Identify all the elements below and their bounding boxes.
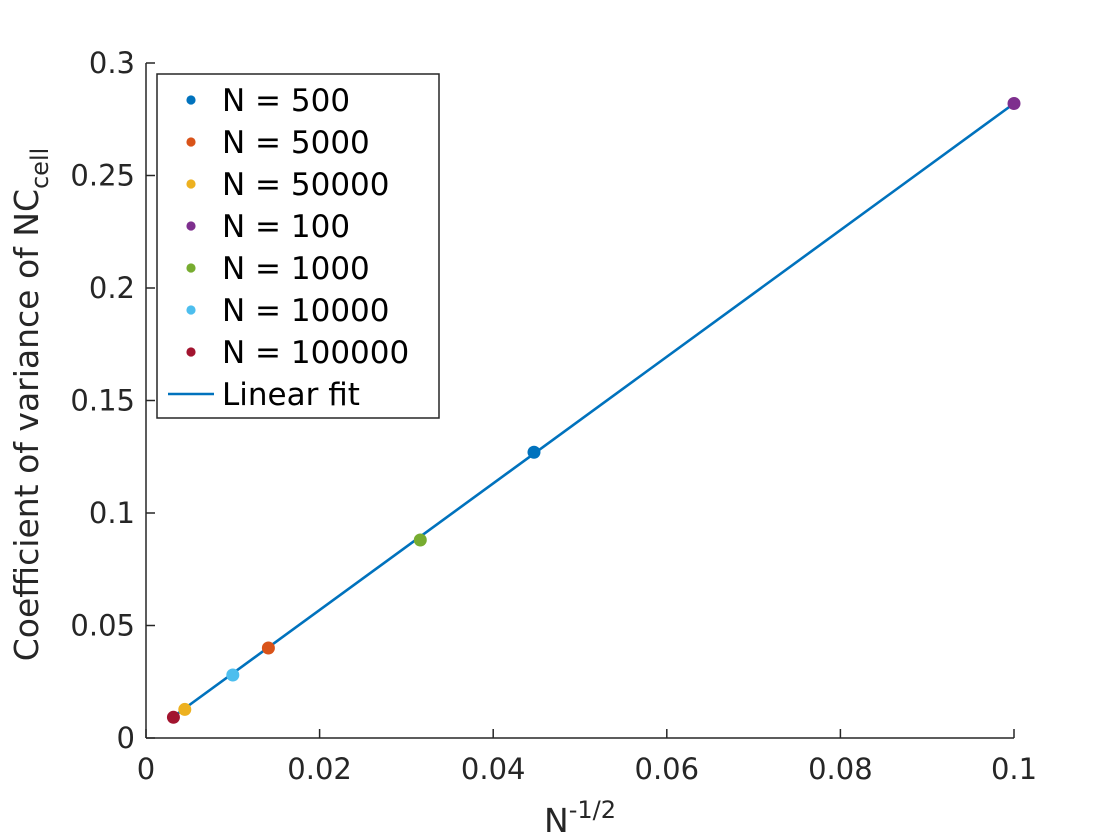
y-tick-label: 0.25 — [70, 159, 135, 193]
x-axis-title-superscript: -1/2 — [569, 796, 616, 824]
legend-label: N = 1000 — [222, 251, 370, 287]
x-tick-label: 0.08 — [808, 752, 873, 786]
x-tick-label: 0.04 — [461, 752, 526, 786]
y-axis-title-subscript: cell — [26, 148, 54, 189]
y-tick-label: 0.1 — [89, 496, 135, 530]
data-point — [178, 702, 192, 716]
data-point — [413, 533, 427, 547]
x-tick-label: 0.06 — [635, 752, 700, 786]
y-tick-label: 0 — [117, 721, 135, 755]
legend-marker — [186, 137, 196, 147]
legend-items: N = 500 N = 5000 N = 50000 N = 100 N = 1000 N… — [168, 83, 409, 413]
legend-marker — [186, 263, 196, 273]
legend-marker — [186, 347, 196, 357]
legend-label: Linear fit — [222, 377, 360, 413]
legend-marker — [186, 179, 196, 189]
x-axis-ticks: 0 0.02 0.04 0.06 0.08 0.1 — [137, 729, 1037, 786]
y-axis-ticks: 0 0.05 0.1 0.15 0.2 0.25 0.3 — [70, 46, 155, 755]
legend-label: N = 10000 — [222, 293, 390, 329]
y-tick-label: 0.05 — [70, 609, 135, 643]
x-tick-label: 0.02 — [287, 752, 352, 786]
legend: N = 500 N = 5000 N = 50000 N = 100 N = 1000 N… — [156, 73, 440, 419]
legend-marker — [186, 305, 196, 315]
legend-label: N = 50000 — [222, 167, 390, 203]
data-point — [166, 710, 180, 724]
legend-label: N = 100000 — [222, 335, 409, 371]
data-point — [226, 668, 240, 682]
y-tick-label: 0.3 — [89, 46, 135, 80]
y-tick-label: 0.2 — [89, 271, 135, 305]
y-axis-title-base: Coefficient of variance of NC — [7, 189, 46, 661]
legend-label: N = 500 — [222, 83, 350, 119]
x-axis-title: N-1/2 — [544, 796, 616, 840]
linear-fit-line — [172, 102, 1015, 718]
legend-box — [156, 73, 440, 419]
data-point — [261, 641, 275, 655]
y-tick-label: 0.15 — [70, 384, 135, 418]
legend-marker — [186, 95, 196, 105]
fit-layer — [172, 102, 1015, 718]
x-tick-label: 0 — [137, 752, 155, 786]
legend-label: N = 5000 — [222, 125, 370, 161]
x-tick-label: 0.1 — [991, 752, 1037, 786]
legend-label: N = 100 — [222, 209, 350, 245]
y-axis-title: Coefficient of variance of NCcell — [7, 148, 54, 662]
legend-marker — [186, 221, 196, 231]
x-axis-title-base: N — [544, 801, 569, 840]
data-point — [527, 445, 541, 459]
data-points — [166, 97, 1021, 724]
data-point — [1007, 97, 1021, 110]
